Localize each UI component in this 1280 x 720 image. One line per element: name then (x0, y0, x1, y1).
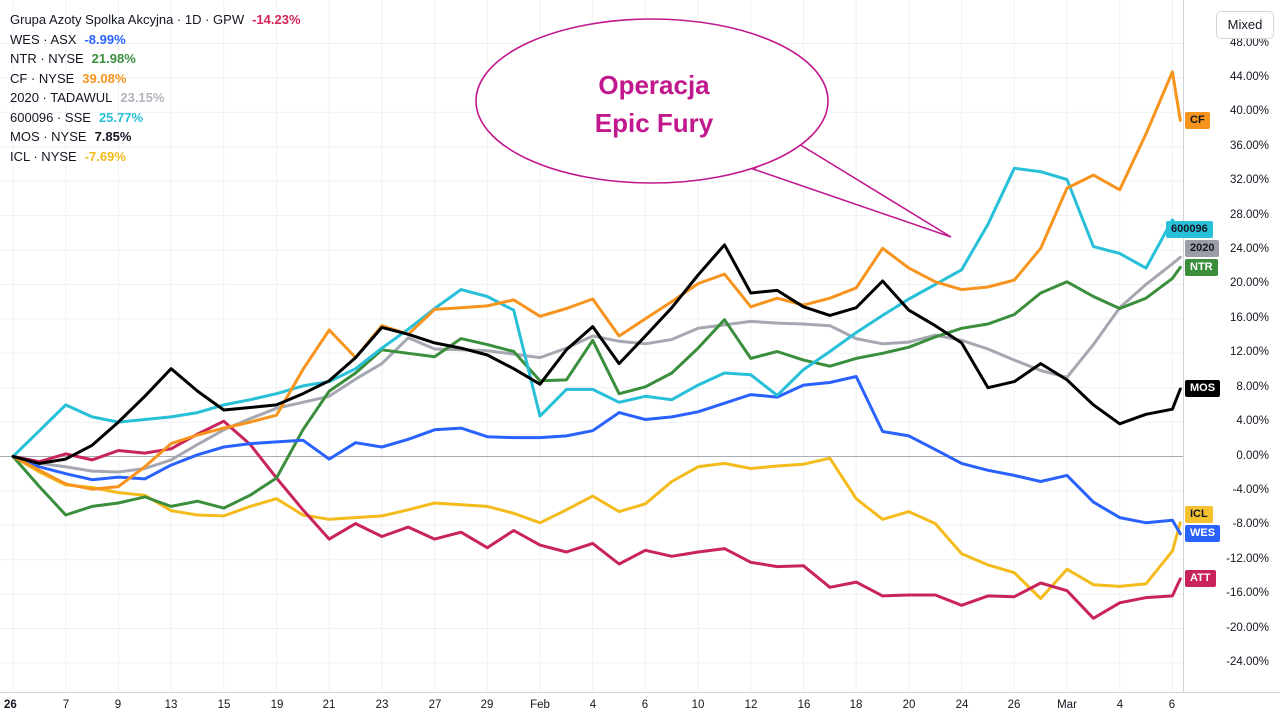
price-label-ATT: ATT (1185, 570, 1216, 587)
x-tick-label: 27 (428, 699, 442, 711)
y-tick-label: 8.00% (1236, 381, 1269, 393)
x-tick-label: 16 (797, 699, 811, 711)
y-tick-label: 36.00% (1229, 140, 1269, 152)
series-lines (11, 70, 1182, 620)
x-tick-label: 10 (691, 699, 705, 711)
price-label-600096: 600096 (1166, 221, 1213, 238)
legend-row-CF[interactable]: CF · NYSE 39.08% (10, 69, 301, 89)
price-label-NTR: NTR (1185, 259, 1218, 276)
speech-bubble-ellipse (475, 18, 829, 184)
series-line-600096[interactable] (11, 166, 1182, 458)
price-label-MOS: MOS (1185, 380, 1221, 397)
y-tick-label: -20.00% (1226, 622, 1269, 634)
legend-symbol-label: WES · ASX (10, 31, 77, 47)
legend-change-value: -14.23% (252, 12, 301, 27)
mixed-button[interactable]: Mixed (1216, 11, 1274, 39)
y-tick-label: 48.00% (1229, 37, 1269, 49)
y-tick-label: 28.00% (1229, 209, 1269, 221)
series-line-NTR[interactable] (11, 265, 1182, 517)
legend-row-ATT[interactable]: Grupa Azoty Spolka Akcyjna · 1D · GPW -14… (10, 10, 301, 30)
series-line-ICL[interactable] (11, 455, 1182, 600)
x-tick-label: 12 (744, 699, 758, 711)
legend-change-value: 21.98% (91, 51, 136, 66)
price-label-ICL: ICL (1185, 506, 1213, 523)
x-tick-label: 6 (1168, 699, 1176, 711)
legend-change-value: 39.08% (82, 70, 127, 86)
y-tick-label: -4.00% (1232, 484, 1269, 496)
legend-row-WES[interactable]: WES · ASX -8.99% (10, 30, 301, 50)
bubble-text-line1: Operacja (598, 70, 710, 100)
x-tick-label: 7 (62, 699, 70, 711)
x-tick-label: 4 (1116, 699, 1124, 711)
x-tick-label: 26 (4, 699, 17, 711)
y-tick-label: -8.00% (1232, 518, 1269, 530)
series-line-MOS[interactable] (11, 243, 1182, 465)
x-tick-label: 20 (902, 699, 916, 711)
legend-row-NTR[interactable]: NTR · NYSE 21.98% (10, 49, 301, 69)
series-line-2020[interactable] (11, 255, 1182, 474)
series-line-WES[interactable] (11, 375, 1182, 536)
legend-change-value: 7.85% (94, 129, 132, 144)
y-tick-label: 24.00% (1229, 243, 1269, 255)
x-tick-label: 26 (1007, 699, 1021, 711)
y-tick-label: 12.00% (1229, 346, 1269, 358)
symbol-legend: Grupa Azoty Spolka Akcyjna · 1D · GPW -14… (10, 10, 301, 166)
bubble-text-line2: Epic Fury (594, 108, 714, 138)
series-line-CF[interactable] (11, 70, 1182, 491)
x-tick-label: 18 (849, 699, 863, 711)
y-tick-label: -24.00% (1226, 656, 1269, 668)
y-tick-label: -16.00% (1226, 587, 1269, 599)
y-tick-label: 0.00% (1236, 450, 1269, 462)
time-axis[interactable]: 26 7 9 13 15 19 21 23 27 29 Feb 4 6 10 12 16 18 20 24 26 Mar… (0, 692, 1280, 720)
series-line-ATT[interactable] (11, 419, 1182, 620)
x-tick-label: 4 (589, 699, 597, 711)
y-tick-label: -12.00% (1226, 553, 1269, 565)
legend-symbol-label: Grupa Azoty Spolka Akcyjna · 1D · GPW (10, 12, 245, 27)
legend-change-value: -7.69% (84, 148, 126, 164)
price-label-CF: CF (1185, 112, 1210, 129)
legend-change-value: -8.99% (84, 31, 126, 47)
legend-change-value: 23.15% (120, 90, 165, 105)
x-tick-label: 13 (164, 699, 178, 711)
x-tick-label: 24 (955, 699, 969, 711)
legend-symbol-label: 600096 · SSE (10, 109, 91, 125)
x-tick-label: 21 (322, 699, 336, 711)
legend-symbol-label: CF · NYSE (10, 70, 75, 86)
legend-symbol-label: NTR · NYSE (10, 51, 84, 66)
legend-row-MOS[interactable]: MOS · NYSE 7.85% (10, 127, 301, 147)
y-tick-label: 20.00% (1229, 277, 1269, 289)
y-tick-label: 44.00% (1229, 71, 1269, 83)
legend-symbol-label: ICL · NYSE (10, 148, 77, 164)
price-label-2020: 2020 (1185, 240, 1220, 257)
x-tick-label: 29 (480, 699, 494, 711)
y-tick-label: 40.00% (1229, 105, 1269, 117)
x-tick-label: 15 (217, 699, 231, 711)
legend-symbol-label: MOS · NYSE (10, 129, 87, 144)
price-label-WES: WES (1185, 525, 1221, 542)
x-tick-label: 6 (641, 699, 649, 711)
legend-row-ICL[interactable]: ICL · NYSE -7.69% (10, 147, 301, 167)
y-tick-label: 4.00% (1236, 415, 1269, 427)
y-tick-label: 16.00% (1229, 312, 1269, 324)
legend-symbol-label: 2020 · TADAWUL (10, 90, 113, 105)
x-tick-label: Mar (1057, 699, 1077, 711)
speech-bubble-tail (751, 143, 952, 238)
x-tick-label: 19 (270, 699, 284, 711)
x-tick-label: 23 (375, 699, 389, 711)
legend-row-600096[interactable]: 600096 · SSE 25.77% (10, 108, 301, 128)
legend-row-2020[interactable]: 2020 · TADAWUL 23.15% (10, 88, 301, 108)
y-tick-label: 32.00% (1229, 174, 1269, 186)
x-tick-label: Feb (530, 699, 550, 711)
legend-change-value: 25.77% (98, 109, 144, 125)
x-tick-label: 9 (114, 699, 122, 711)
